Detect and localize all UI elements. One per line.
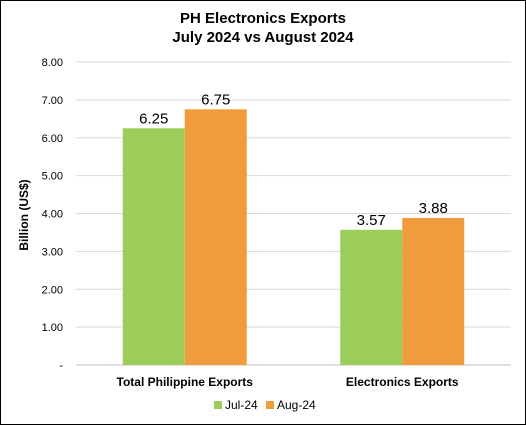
x-category-label: Electronics Exports xyxy=(346,375,459,389)
y-axis-label: Billion (US$) xyxy=(17,179,31,250)
y-tick-label: - xyxy=(59,360,63,372)
x-axis-categories: Total Philippine Exports Electronics Expo… xyxy=(117,375,459,389)
data-labels: 6.25 6.75 3.57 3.88 xyxy=(139,91,448,228)
legend-label: Jul-24 xyxy=(225,398,258,412)
legend-swatch xyxy=(266,401,274,409)
bars xyxy=(122,109,465,365)
y-tick-label: 6.00 xyxy=(42,133,63,145)
data-label: 6.75 xyxy=(201,91,230,108)
chart-title: PH Electronics Exports July 2024 vs Augu… xyxy=(1,9,525,47)
bar-aug-24 xyxy=(184,109,247,365)
bar-aug-24 xyxy=(402,218,465,365)
bar-jul-24 xyxy=(122,128,185,365)
chart-title-line-2: July 2024 vs August 2024 xyxy=(172,29,354,46)
data-label: 3.57 xyxy=(357,212,386,229)
y-tick-label: 2.00 xyxy=(42,284,63,296)
x-category-label: Total Philippine Exports xyxy=(117,375,254,389)
legend-label: Aug-24 xyxy=(277,398,316,412)
y-tick-label: 5.00 xyxy=(42,171,63,183)
y-tick-label: 8.00 xyxy=(42,57,63,69)
y-tick-label: 4.00 xyxy=(42,209,63,221)
data-label: 6.25 xyxy=(139,110,168,127)
bar-jul-24 xyxy=(340,229,403,365)
data-label: 3.88 xyxy=(419,200,448,217)
chart-title-line-1: PH Electronics Exports xyxy=(180,10,346,27)
y-tick-label: 3.00 xyxy=(42,246,63,258)
y-axis-ticks: - 1.00 2.00 3.00 4.00 5.00 6.00 7.00 8.00 xyxy=(42,57,64,372)
legend: Jul-24 Aug-24 xyxy=(214,398,316,412)
y-tick-label: 7.00 xyxy=(42,95,63,107)
y-tick-label: 1.00 xyxy=(42,322,63,334)
legend-swatch xyxy=(214,401,222,409)
